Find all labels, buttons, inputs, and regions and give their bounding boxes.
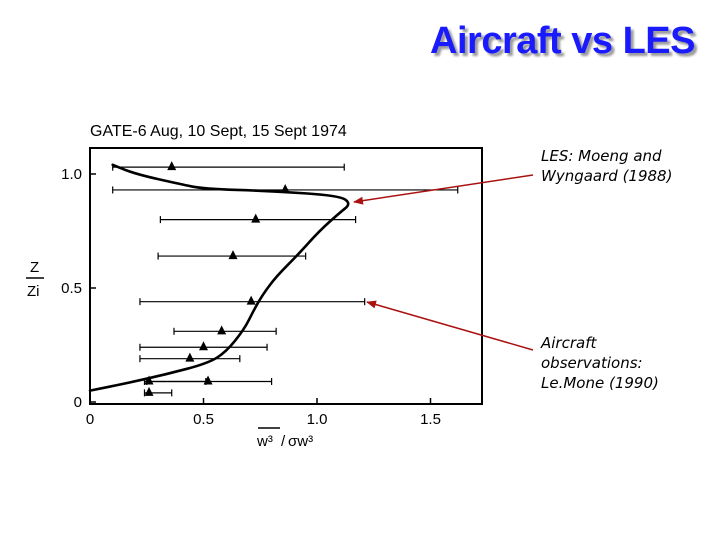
aircraft-annotation: Aircraft observations: Le.Mone (1990) [541, 333, 711, 393]
observation-point [251, 213, 261, 223]
observation-point [185, 352, 195, 362]
axis-ticks: 0 0.5 1.0 1.5 0 0.5 1.0 [61, 166, 441, 428]
les-annotation: LES: Moeng and Wyngaard (1988) [541, 146, 711, 186]
observation-point [199, 341, 208, 351]
y-axis-label: Z Zi [26, 259, 44, 300]
les-profile-line [88, 163, 350, 392]
aircraft-annotation-line: observations: [541, 354, 643, 372]
observation-point [228, 250, 238, 260]
chart-marks [88, 161, 459, 397]
observation-point [280, 183, 290, 193]
slide-title: Aircraft vs LES [430, 20, 695, 62]
x-tick-label: 1.0 [307, 411, 328, 428]
les-annotation-line: Wyngaard (1988) [541, 167, 673, 185]
observation-point [203, 375, 213, 385]
x-tick-label: 1.5 [420, 411, 441, 428]
y-tick-label: 0.5 [61, 280, 82, 297]
observation-point [217, 325, 227, 335]
x-axis-label-separator: / [281, 433, 286, 450]
x-axis-label-denominator: σw³ [288, 433, 313, 450]
les-arrow [353, 174, 534, 205]
y-axis-label-denominator: Zi [27, 283, 40, 300]
y-axis-label-numerator: Z [30, 259, 39, 276]
les-annotation-line: LES: Moeng and [541, 147, 662, 165]
x-tick-label: 0.5 [193, 411, 214, 428]
x-tick-label: 0 [86, 411, 94, 428]
x-axis-label: w³ / σw³ [256, 427, 313, 450]
observation-point [144, 375, 154, 385]
aircraft-annotation-line: Aircraft [541, 334, 597, 352]
aircraft-annotation-line: Le.Mone (1990) [541, 374, 659, 392]
observation-point [167, 161, 177, 171]
chart-title: GATE-6 Aug, 10 Sept, 15 Sept 1974 [90, 123, 347, 140]
aircraft-arrow [366, 300, 534, 351]
y-tick-label: 0 [74, 394, 82, 411]
plot-frame [89, 147, 483, 405]
observation-point [246, 295, 256, 305]
observation-point [144, 386, 154, 396]
x-axis-label-numerator: w³ [256, 433, 273, 450]
y-tick-label: 1.0 [61, 166, 82, 183]
